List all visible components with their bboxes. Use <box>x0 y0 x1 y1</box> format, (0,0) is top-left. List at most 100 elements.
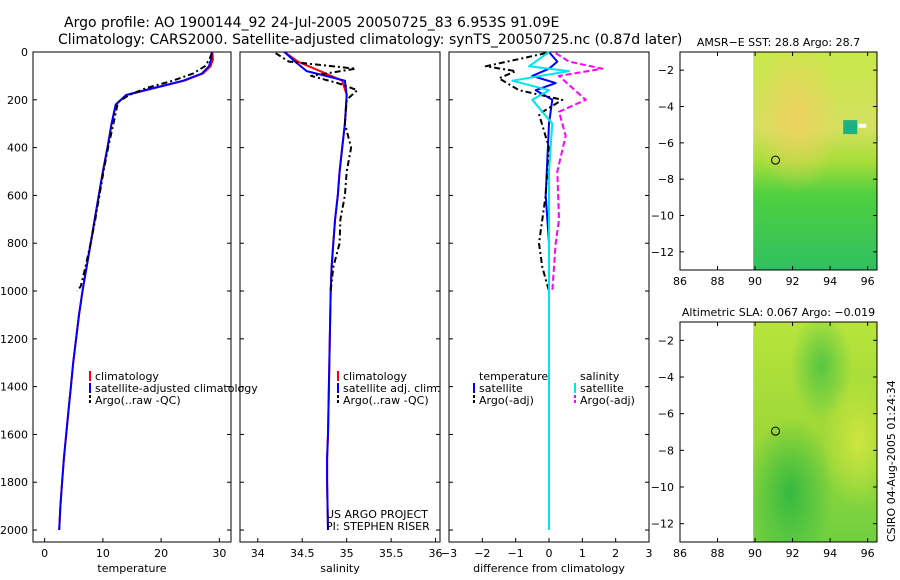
legend-entry: satellite <box>580 382 624 395</box>
x-tick-label: −2 <box>474 547 490 560</box>
y-tick-label: −10 <box>651 210 674 223</box>
figure-title-line2: Climatology: CARS2000. Satellite-adjuste… <box>58 32 682 48</box>
legend-entry: temperature <box>479 370 548 383</box>
map-anomaly-cell <box>843 120 858 135</box>
x-tick-label: −3 <box>441 547 457 560</box>
x-tick-label: 34.5 <box>290 547 315 560</box>
x-axis-label: salinity <box>320 562 360 575</box>
y-tick-label: −6 <box>658 137 674 150</box>
y-tick-label: −2 <box>658 64 674 77</box>
x-tick-label: 20 <box>154 547 168 560</box>
credit-label: CSIRO 04-Aug-2005 01:24:34 <box>885 380 898 542</box>
y-tick-label: 1400 <box>0 381 28 394</box>
map-title: AMSR−E SST: 28.8 Argo: 28.7 <box>697 36 860 49</box>
legend-entry: salinity <box>580 370 620 383</box>
x-tick-label: 86 <box>673 275 687 288</box>
map-title: Altimetric SLA: 0.067 Argo: −0.019 <box>682 306 875 319</box>
series-line-temperature-1 <box>58 51 213 531</box>
map-field-blob <box>753 322 877 542</box>
y-tick-label: 600 <box>7 189 28 202</box>
series-line-difference-3 <box>551 52 604 292</box>
series-line-salinity-1 <box>283 51 348 531</box>
series-line-difference-2 <box>511 51 570 530</box>
x-tick-label: 34 <box>251 547 265 560</box>
series-line-salinity-2 <box>275 52 359 292</box>
temperature-panel: 0 10 20 30 0 200 400 600 800 1000 1200 1400 1600 1800… <box>0 46 232 575</box>
x-tick-label: 90 <box>748 547 762 560</box>
x-tick-label: 3 <box>646 547 653 560</box>
x-tick-label: 96 <box>861 547 875 560</box>
x-tick-label: 10 <box>96 547 110 560</box>
sla-map-panel: 86 88 90 92 94 96 −2 −4 −6 −8 −10 −12 Altimetric SLA… <box>651 306 878 560</box>
x-tick-label: 0 <box>546 547 553 560</box>
x-tick-label: 36 <box>429 547 443 560</box>
x-tick-label: 1 <box>579 547 586 560</box>
x-axis-label: difference from climatology <box>473 562 625 575</box>
x-tick-label: 0 <box>41 547 48 560</box>
x-tick-label: 92 <box>786 275 800 288</box>
map-anomaly-mark <box>858 123 867 128</box>
series-line-difference-1 <box>484 52 564 292</box>
difference-panel: −3 −2 −1 0 1 2 3 difference from climatology <box>441 51 653 575</box>
x-tick-label: 88 <box>711 547 725 560</box>
y-tick-label: 0 <box>21 46 28 59</box>
y-tick-label: −6 <box>658 408 674 421</box>
x-tick-label: 30 <box>212 547 226 560</box>
legend-entry: Argo(-adj) <box>580 394 635 407</box>
y-tick-label: −12 <box>651 518 674 531</box>
x-tick-label: 96 <box>861 275 875 288</box>
y-tick-label: −12 <box>651 246 674 259</box>
y-tick-label: 1800 <box>0 476 28 489</box>
map-frame <box>679 51 878 271</box>
x-tick-label: 2 <box>612 547 619 560</box>
x-axis-label: temperature <box>97 562 166 575</box>
legend-entry: satellite adj. clim. <box>343 382 440 395</box>
legend-entry: satellite-adjusted climatology <box>95 382 258 395</box>
legend-entry: climatology <box>95 370 159 383</box>
legend-entry: climatology <box>343 370 407 383</box>
y-tick-label: 1200 <box>0 333 28 346</box>
map-field-warm <box>753 52 877 270</box>
map-frame <box>679 321 878 543</box>
x-tick-label: 35 <box>340 547 354 560</box>
x-tick-label: 35.5 <box>379 547 404 560</box>
legend-entry: Argo(..raw -QC) <box>343 394 429 407</box>
x-tick-label: 90 <box>748 275 762 288</box>
argo-position-marker <box>770 426 780 436</box>
y-tick-label: −4 <box>658 101 674 114</box>
legend-entry: satellite <box>479 382 523 395</box>
y-tick-label: −2 <box>658 334 674 347</box>
x-tick-label: 86 <box>673 547 687 560</box>
x-tick-label: 92 <box>786 547 800 560</box>
x-tick-label: −1 <box>508 547 524 560</box>
y-tick-label: 400 <box>7 142 28 155</box>
x-tick-label: 88 <box>711 275 725 288</box>
sst-map-panel: 86 88 90 92 94 96 −2 −4 −6 −8 −10 −12 AMSR−E SST: 28… <box>651 36 878 288</box>
figure-title-line1: Argo profile: AO 1900144_92 24-Jul-2005 … <box>64 15 559 31</box>
x-tick-label: 94 <box>823 275 837 288</box>
argo-position-marker <box>770 155 780 165</box>
y-tick-label: 1000 <box>0 285 28 298</box>
difference-legend: temperaturesatelliteArgo(-adj)salinitysa… <box>473 370 635 407</box>
legend-entry: Argo(-adj) <box>479 394 534 407</box>
y-tick-label: −10 <box>651 481 674 494</box>
project-label-line1: US ARGO PROJECT <box>326 508 428 521</box>
y-tick-label: −8 <box>658 444 674 457</box>
series-line-salinity-0 <box>283 51 348 531</box>
x-tick-label: 94 <box>823 547 837 560</box>
series-line-temperature-2 <box>76 52 213 292</box>
project-label-line2: PI: STEPHEN RISER <box>326 520 430 533</box>
series-line-difference-0 <box>531 51 559 530</box>
y-tick-label: 200 <box>7 94 28 107</box>
plot-frame <box>239 51 441 543</box>
y-tick-label: −4 <box>658 371 674 384</box>
plot-frame <box>32 51 232 543</box>
y-tick-label: 800 <box>7 237 28 250</box>
legend-entry: Argo(..raw -QC) <box>95 394 181 407</box>
y-tick-label: 2000 <box>0 524 28 537</box>
y-tick-label: 1600 <box>0 428 28 441</box>
